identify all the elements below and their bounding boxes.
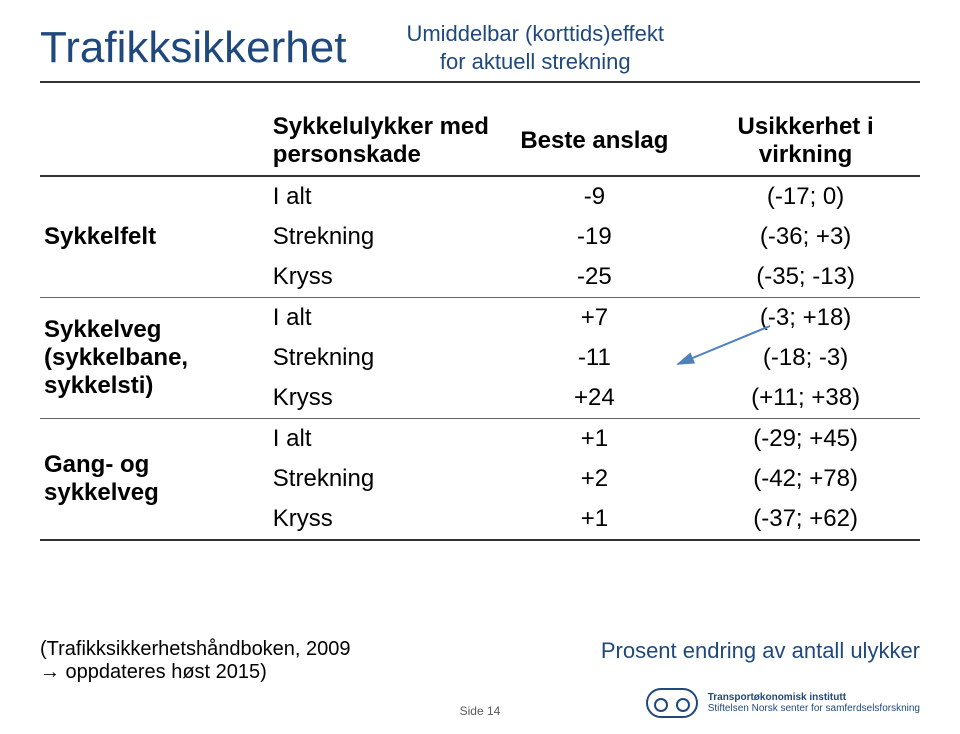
logo-line-1: Transportøkonomisk institutt xyxy=(708,692,920,704)
row-name: Kryss xyxy=(269,257,498,298)
row-name: I alt xyxy=(269,176,498,217)
title-row: Trafikksikkerhet Umiddelbar (korttids)ef… xyxy=(40,20,920,75)
title-rule xyxy=(40,81,920,83)
row-ci: (+11; +38) xyxy=(691,378,920,419)
row-name: I alt xyxy=(269,419,498,460)
row-ci: (-42; +78) xyxy=(691,459,920,499)
group-label: Gang- og sykkelveg xyxy=(40,419,269,541)
slide-subtitle: Umiddelbar (korttids)effekt for aktuell … xyxy=(406,20,664,75)
row-ci: (-36; +3) xyxy=(691,217,920,257)
subtitle-line-1: Umiddelbar (korttids)effekt xyxy=(406,20,664,48)
row-ci: (-29; +45) xyxy=(691,419,920,460)
row-name: Kryss xyxy=(269,499,498,540)
row-value: -19 xyxy=(498,217,692,257)
row-value: -9 xyxy=(498,176,692,217)
row-ci: (-3; +18) xyxy=(691,298,920,339)
source-note: (Trafikksikkerhetshåndboken, 2009 → oppd… xyxy=(40,638,351,684)
subtitle-line-2: for aktuell strekning xyxy=(406,48,664,76)
row-name: Strekning xyxy=(269,217,498,257)
row-value: +1 xyxy=(498,419,692,460)
row-value: +2 xyxy=(498,459,692,499)
group-label: Sykkelfelt xyxy=(40,176,269,298)
header-col1-line2: personskade xyxy=(273,141,421,168)
source-line-2: → oppdateres høst 2015) xyxy=(40,661,351,684)
source-line-1: (Trafikksikkerhetshåndboken, 2009 xyxy=(40,638,351,661)
footnote-right: Prosent endring av antall ulykker xyxy=(601,638,920,664)
row-value: +24 xyxy=(498,378,692,419)
row-value: -11 xyxy=(498,338,692,378)
logo: Transportøkonomisk institutt Stiftelsen … xyxy=(646,688,920,718)
table-header-row: Sykkelulykker med personskade Beste ansl… xyxy=(40,107,920,176)
header-col3-line2: virkning xyxy=(759,141,852,168)
logo-line-2: Stiftelsen Norsk senter for samferdselsf… xyxy=(708,703,920,715)
row-ci: (-18; -3) xyxy=(691,338,920,378)
effects-table: Sykkelulykker med personskade Beste ansl… xyxy=(40,107,920,541)
header-col3: Usikkerhet i virkning xyxy=(691,107,920,176)
row-value: -25 xyxy=(498,257,692,298)
group-label: Sykkelveg (sykkelbane, sykkelsti) xyxy=(40,298,269,419)
header-col2: Beste anslag xyxy=(498,107,692,176)
header-col3-line1: Usikkerhet i xyxy=(738,113,874,140)
logo-icon xyxy=(646,688,698,718)
table-bottom-rule xyxy=(40,540,920,541)
row-value: +7 xyxy=(498,298,692,339)
row-ci: (-37; +62) xyxy=(691,499,920,540)
table-row: Sykkelveg (sykkelbane, sykkelsti)I alt+7… xyxy=(40,298,920,339)
header-col1-line1: Sykkelulykker med xyxy=(273,113,489,140)
header-col1: Sykkelulykker med personskade xyxy=(269,107,498,176)
table-row: SykkelfeltI alt-9(-17; 0) xyxy=(40,176,920,217)
logo-text: Transportøkonomisk institutt Stiftelsen … xyxy=(708,692,920,715)
row-name: Strekning xyxy=(269,338,498,378)
row-name: Kryss xyxy=(269,378,498,419)
slide-title: Trafikksikkerhet xyxy=(40,23,346,73)
footer: Transportøkonomisk institutt Stiftelsen … xyxy=(40,688,920,718)
footnote-row: (Trafikksikkerhetshåndboken, 2009 → oppd… xyxy=(40,638,920,684)
row-ci: (-35; -13) xyxy=(691,257,920,298)
row-name: I alt xyxy=(269,298,498,339)
table-row: Gang- og sykkelvegI alt+1(-29; +45) xyxy=(40,419,920,460)
row-ci: (-17; 0) xyxy=(691,176,920,217)
slide: Trafikksikkerhet Umiddelbar (korttids)ef… xyxy=(0,0,960,734)
row-value: +1 xyxy=(498,499,692,540)
row-name: Strekning xyxy=(269,459,498,499)
